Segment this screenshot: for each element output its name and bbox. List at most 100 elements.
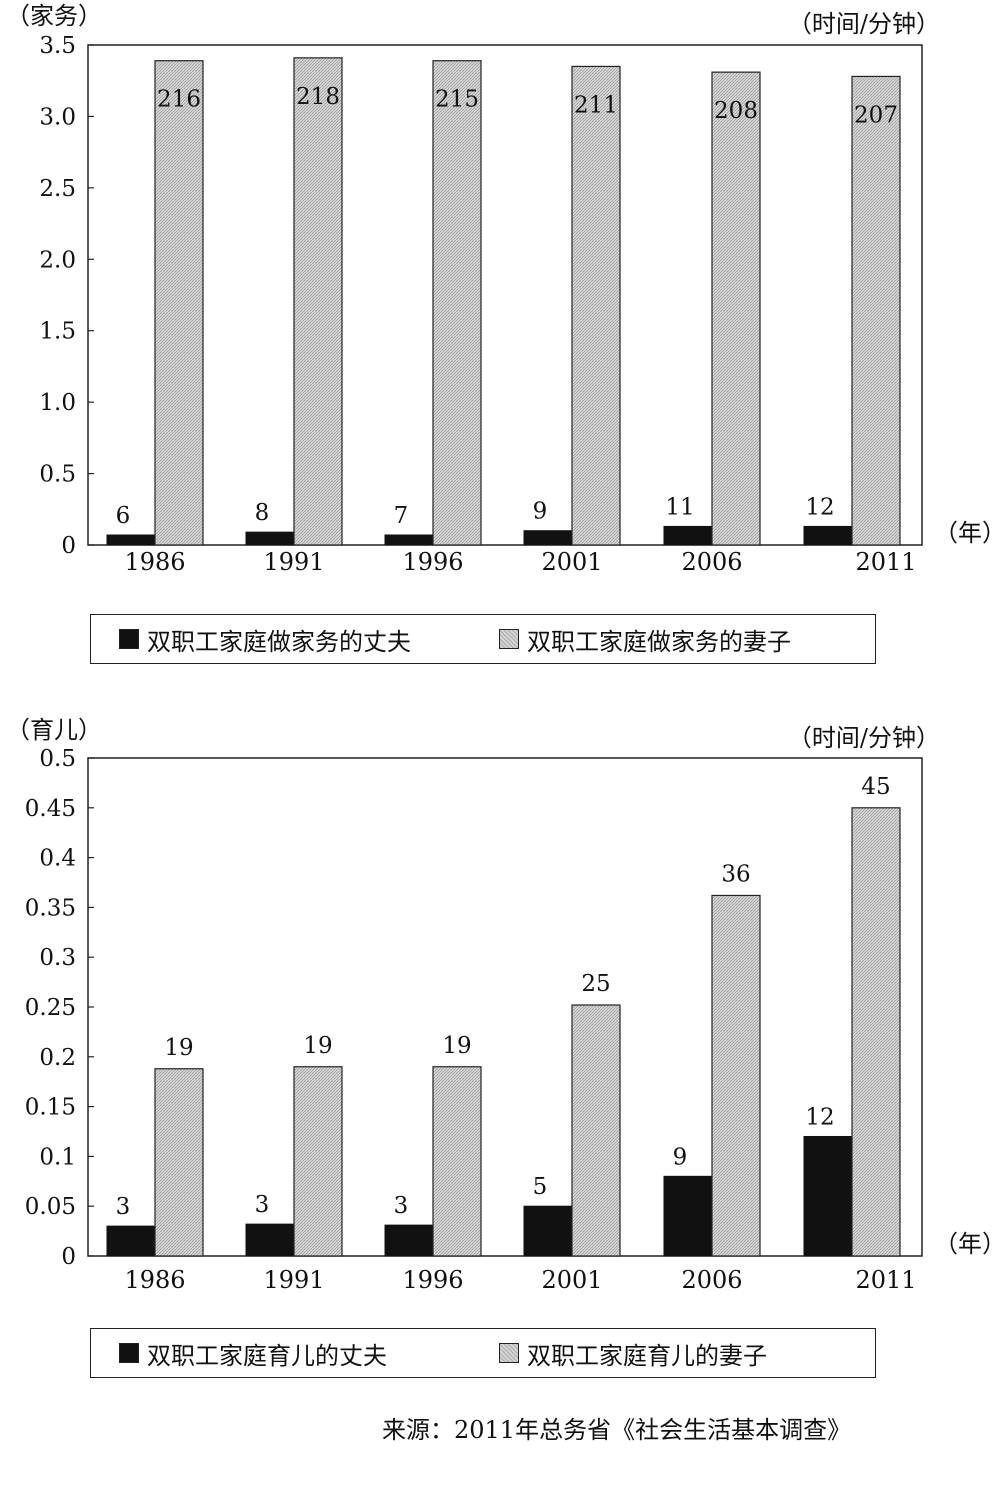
bar-wife [293, 1066, 343, 1257]
y-tick-label: 0.15 [25, 1095, 76, 1121]
bar-wife [851, 807, 901, 1257]
legend-swatch-wife [499, 629, 519, 649]
unit-label: （时间/分钟） [788, 10, 940, 38]
data-label-wife: 36 [721, 861, 750, 887]
legend-item-wife: 双职工家庭做家务的妻子 [499, 615, 791, 663]
data-label-wife: 25 [581, 971, 610, 997]
y-tick-label: 0.2 [39, 1045, 76, 1071]
x-tick-label: 1991 [263, 548, 324, 576]
data-label-husband: 3 [394, 1193, 409, 1219]
bar-husband [106, 534, 156, 546]
y-tick-label: 3.0 [39, 104, 76, 130]
data-label-husband: 12 [805, 494, 834, 520]
x-tick-label: 2001 [541, 548, 602, 576]
bar-husband [663, 1175, 713, 1257]
legend-childcare: 双职工家庭育儿的丈夫 双职工家庭育儿的妻子 [90, 1328, 876, 1378]
bar-wife [293, 57, 343, 546]
y-tick-label: 0.35 [25, 895, 76, 921]
bar-wife [154, 1068, 204, 1257]
data-label-husband: 3 [116, 1194, 131, 1220]
y-tick-label: 2.5 [39, 176, 76, 202]
bar-wife [571, 65, 621, 546]
y-tick-label: 3.5 [39, 33, 76, 59]
plot-frame [87, 757, 923, 1257]
x-axis-title: （年） [934, 519, 997, 547]
data-label-husband: 5 [533, 1174, 548, 1200]
y-tick-label: 0.45 [25, 796, 76, 822]
x-tick-label: 2001 [541, 1266, 602, 1294]
legend-item-husband: 双职工家庭育儿的丈夫 [119, 1329, 387, 1377]
data-label-wife: 215 [435, 87, 479, 113]
data-label-husband: 9 [673, 1144, 688, 1170]
data-label-wife: 19 [442, 1033, 471, 1059]
legend-label-husband: 双职工家庭育儿的丈夫 [147, 1341, 387, 1370]
x-tick-label: 2011 [855, 1266, 916, 1294]
bar-wife [851, 75, 901, 546]
legend-label-wife: 双职工家庭做家务的妻子 [527, 627, 791, 656]
bar-husband [245, 1223, 295, 1257]
bar-husband [384, 534, 434, 546]
legend-swatch-husband [119, 1343, 139, 1363]
data-label-wife: 207 [854, 102, 898, 128]
y-tick-label: 0 [61, 533, 76, 559]
bar-wife [432, 60, 482, 546]
legend-swatch-husband [119, 629, 139, 649]
bar-wife [711, 71, 761, 546]
bar-husband [523, 530, 573, 546]
bar-husband [803, 1135, 853, 1257]
y-tick-label: 1.0 [39, 390, 76, 416]
legend-label-husband: 双职工家庭做家务的丈夫 [147, 627, 411, 656]
x-tick-label: 1991 [263, 1266, 324, 1294]
source-note: 来源：2011年总务省《社会生活基本调查》 [382, 1416, 852, 1444]
y-axis-title: （家务） [6, 2, 102, 30]
legend-housework: 双职工家庭做家务的丈夫 双职工家庭做家务的妻子 [90, 614, 876, 664]
x-tick-label: 2006 [681, 1266, 742, 1294]
plot-frame [87, 44, 923, 546]
x-tick-label: 2006 [681, 548, 742, 576]
data-label-husband: 8 [255, 500, 270, 526]
y-axis-title: （育儿） [6, 716, 102, 744]
data-label-wife: 216 [157, 87, 201, 113]
y-tick-label: 0.5 [39, 462, 76, 488]
data-label-wife: 218 [296, 84, 340, 110]
bar-husband [245, 531, 295, 546]
data-label-husband: 6 [116, 503, 131, 529]
y-tick-label: 0.05 [25, 1194, 76, 1220]
bar-wife [432, 1066, 482, 1257]
bar-husband [803, 525, 853, 546]
data-label-wife: 19 [164, 1035, 193, 1061]
x-tick-label: 1986 [124, 1266, 185, 1294]
y-tick-label: 0 [61, 1244, 76, 1270]
y-tick-label: 0.5 [39, 746, 76, 772]
data-label-husband: 3 [255, 1192, 270, 1218]
legend-label-wife: 双职工家庭育儿的妻子 [527, 1341, 767, 1370]
data-label-wife: 19 [303, 1033, 332, 1059]
bar-husband [663, 525, 713, 546]
x-tick-label: 1996 [402, 548, 463, 576]
data-label-husband: 12 [805, 1104, 834, 1130]
x-tick-label: 1986 [124, 548, 185, 576]
data-label-wife: 211 [574, 92, 618, 118]
legend-swatch-wife [499, 1343, 519, 1363]
y-tick-label: 1.5 [39, 319, 76, 345]
y-tick-label: 0.4 [39, 846, 76, 872]
x-tick-label: 2011 [855, 548, 916, 576]
bar-wife [571, 1004, 621, 1257]
data-label-husband: 9 [533, 499, 548, 525]
data-label-wife: 208 [714, 98, 758, 124]
bar-wife [711, 894, 761, 1257]
y-tick-label: 0.3 [39, 945, 76, 971]
legend-item-wife: 双职工家庭育儿的妻子 [499, 1329, 767, 1377]
x-tick-label: 1996 [402, 1266, 463, 1294]
y-tick-label: 0.1 [39, 1144, 76, 1170]
bar-husband [523, 1205, 573, 1257]
y-tick-label: 0.25 [25, 995, 76, 1021]
data-label-husband: 7 [394, 503, 409, 529]
bar-wife [154, 60, 204, 546]
data-label-husband: 11 [665, 494, 694, 520]
data-label-wife: 45 [861, 774, 890, 800]
y-tick-label: 2.0 [39, 247, 76, 273]
unit-label: （时间/分钟） [788, 724, 940, 752]
x-axis-title: （年） [934, 1230, 997, 1258]
